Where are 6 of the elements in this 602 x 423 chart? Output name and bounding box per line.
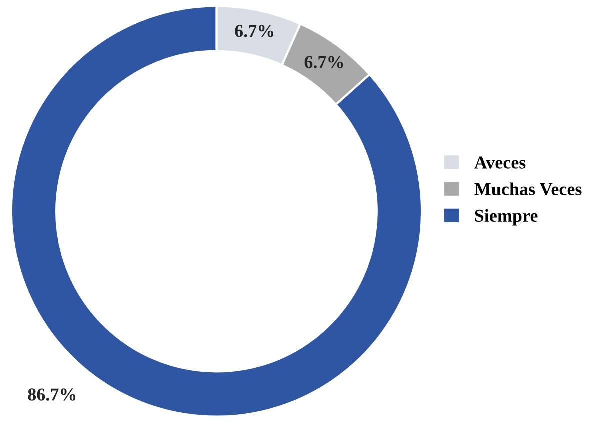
legend-label: Siempre bbox=[475, 209, 538, 226]
data-label: 86.7% bbox=[28, 388, 76, 401]
data-label: 6.7% bbox=[304, 56, 344, 69]
legend-label: Aveces bbox=[474, 156, 526, 169]
data-label: 6.7% bbox=[235, 25, 274, 38]
legend-label: Muchas Veces bbox=[474, 182, 582, 196]
